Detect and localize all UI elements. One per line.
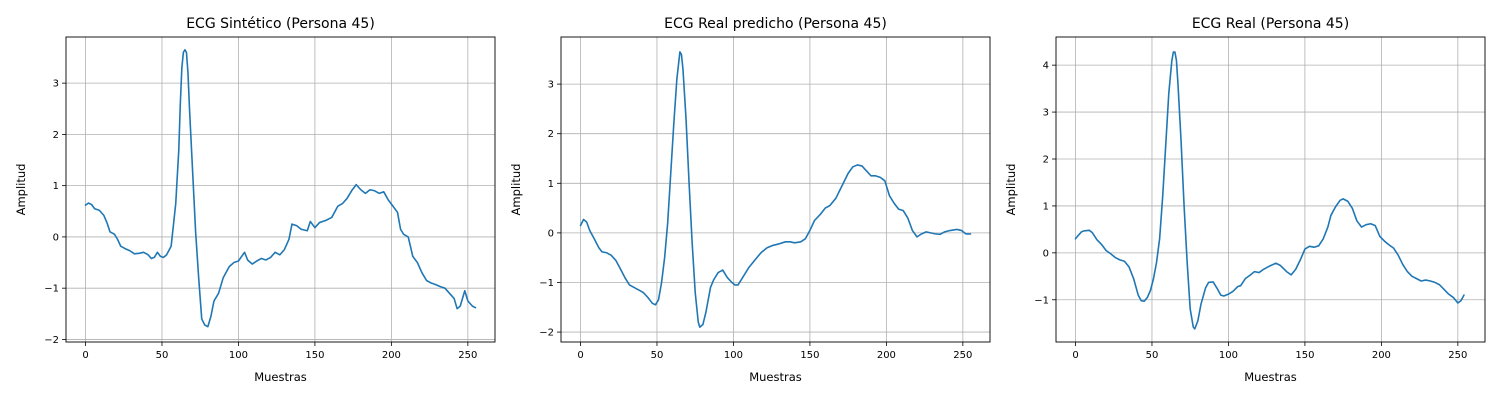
x-tick-label: 100 [1219,350,1238,361]
plot-area [66,37,495,342]
y-tick-label: 2 [1043,155,1049,166]
y-tick-label: 1 [548,179,554,190]
x-tick-label: 150 [800,350,819,361]
x-tick-label: 200 [877,350,896,361]
y-tick-label: −1 [44,284,59,295]
x-tick-label: 250 [1448,350,1467,361]
x-tick-label: 50 [651,350,664,361]
chart-title: ECG Real (Persona 45) [1192,16,1349,32]
axes-frame [1055,36,1486,343]
y-tick-label: 3 [1043,108,1049,119]
y-tick-label: 1 [53,181,59,192]
chart-panel-2: 0 50 100 150 200 250 −2 −1 0 1 2 3 Muestras Amplitud E… [509,16,991,384]
y-tick-label: 3 [53,79,59,90]
y-tick-label: −1 [1034,295,1049,306]
axes-frame [65,36,496,343]
x-axis-label: Muestras [749,370,802,384]
x-tick-label: 250 [953,350,972,361]
y-tick-label: −2 [44,335,59,346]
x-tick-label: 0 [1072,350,1078,361]
x-tick-label: 100 [229,350,248,361]
ecg-series-line [579,51,972,328]
y-tick-label: −1 [539,278,554,289]
x-tick-label: 150 [1295,350,1314,361]
ecg-series-line [84,49,477,328]
x-axis-label: Muestras [1244,370,1297,384]
y-tick-label: 0 [53,232,59,243]
y-axis-label: Amplitud [14,164,28,216]
x-tick-label: 50 [156,350,169,361]
y-tick-label: 1 [1043,201,1049,212]
chart-title: ECG Real predicho (Persona 45) [664,16,887,32]
plot-area [561,37,990,342]
x-axis-label: Muestras [254,370,307,384]
y-tick-label: 0 [1043,248,1049,259]
y-tick-label: −2 [539,328,554,339]
x-tick-label: 200 [382,350,401,361]
y-tick-label: 0 [548,228,554,239]
axes-frame [560,36,991,343]
x-tick-label: 100 [724,350,743,361]
x-tick-label: 150 [305,350,324,361]
x-tick-label: 0 [82,350,88,361]
chart-panel-3: 0 50 100 150 200 250 −1 0 1 2 3 4 Muestras Amplitud EC… [1004,16,1486,384]
x-tick-label: 250 [458,350,477,361]
ecg-series-line [1074,51,1465,330]
y-tick-label: 3 [548,80,554,91]
plot-area [1056,37,1485,342]
x-tick-label: 50 [1146,350,1159,361]
y-tick-label: 2 [53,130,59,141]
y-tick-label: 2 [548,129,554,140]
chart-title: ECG Sintético (Persona 45) [186,16,375,32]
x-tick-label: 200 [1372,350,1391,361]
y-tick-label: 4 [1043,61,1049,72]
x-tick-label: 0 [577,350,583,361]
y-axis-label: Amplitud [509,164,523,216]
chart-panel-1: 0 50 100 150 200 250 −2 −1 0 1 2 3 Muestras Amplitud E… [14,16,496,384]
y-axis-label: Amplitud [1004,164,1018,216]
